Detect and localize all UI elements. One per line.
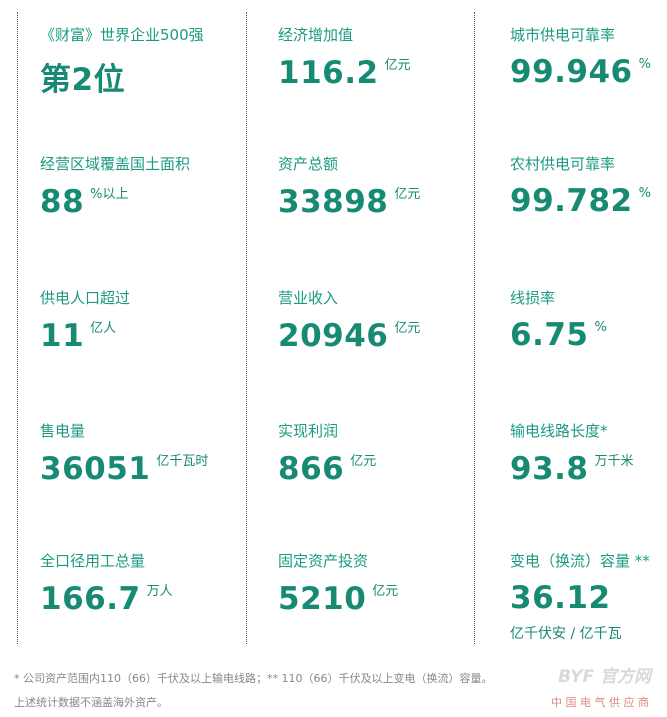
stat-value: 93.8 万千米	[510, 450, 634, 487]
stat-number: 5210	[278, 581, 367, 617]
stat-label: 全口径用工总量	[40, 552, 146, 570]
stat-label: 经济增加值	[278, 26, 354, 44]
stat-label: 供电人口超过	[40, 289, 131, 307]
stat-unit: %	[594, 320, 607, 335]
stat-unit: %	[638, 186, 651, 201]
stat-label: 营业收入	[278, 289, 339, 307]
stat-value: 166.7 万人	[40, 580, 173, 617]
stat-label: 经营区域覆盖国土面积	[40, 155, 191, 173]
stat-label: 实现利润	[278, 422, 339, 440]
stat-unit: 亿元	[350, 454, 377, 469]
stat-value: 6.75%	[510, 317, 607, 353]
stat-number: 116.2	[278, 55, 379, 91]
footnote: * 公司资产范围内110（66）千伏及以上输电线路；** 110（66）千伏及以…	[14, 672, 493, 685]
stat-unit: 亿千瓦时	[156, 454, 209, 469]
stat-value: 20946 亿元	[278, 317, 420, 354]
stat-unit: 亿人	[90, 321, 117, 336]
stat-unit: 万千米	[594, 454, 634, 469]
stat-label: 固定资产投资	[278, 552, 369, 570]
stat-value: 5210 亿元	[278, 580, 398, 617]
stat-label: 城市供电可靠率	[510, 26, 616, 44]
stat-unit: 亿元	[384, 58, 411, 73]
stat-unit: %	[638, 57, 651, 72]
stat-value: 866 亿元	[278, 450, 376, 487]
stat-number: 99.946	[510, 54, 633, 90]
stat-number: 33898	[278, 184, 389, 220]
stat-value: 99.946%	[510, 54, 651, 90]
separator	[17, 12, 18, 644]
stat-value: 88 %以上	[40, 183, 129, 220]
stat-value: 33898 亿元	[278, 183, 420, 220]
stat-number: 866	[278, 451, 345, 487]
stat-value: 99.782%	[510, 183, 651, 219]
stat-unit: 亿元	[394, 187, 421, 202]
stat-label: 《财富》世界企业500强	[40, 26, 204, 44]
stat-value: 116.2 亿元	[278, 54, 411, 91]
stat-unit: %以上	[90, 187, 129, 202]
stat-number: 第2位	[40, 62, 126, 98]
separator	[246, 12, 247, 644]
stat-number: 93.8	[510, 451, 589, 487]
footnote: 上述统计数据不涵盖海外资产。	[14, 696, 168, 709]
stat-unit: 万人	[146, 584, 173, 599]
stat-unit: 亿元	[372, 584, 399, 599]
stat-number: 6.75	[510, 317, 589, 353]
stat-unit: 亿元	[394, 321, 421, 336]
stat-number: 166.7	[40, 581, 141, 617]
stat-number: 99.782	[510, 183, 633, 219]
stat-label: 变电（换流）容量 **	[510, 552, 650, 570]
stat-value: 11 亿人	[40, 317, 116, 354]
stat-number: 88	[40, 184, 85, 220]
stat-value: 36051 亿千瓦时	[40, 450, 208, 487]
stat-value: 36.12	[510, 580, 611, 616]
stat-label: 资产总额	[278, 155, 339, 173]
watermark: BYF 官方网	[558, 667, 651, 687]
stat-unit: 亿千伏安 / 亿千瓦	[510, 626, 622, 642]
stat-value: 第2位	[40, 54, 125, 99]
watermark: 中 国 电 气 供 应 商	[551, 696, 649, 709]
stat-label: 售电量	[40, 422, 86, 440]
stat-number: 20946	[278, 318, 389, 354]
stat-number: 36051	[40, 451, 151, 487]
stat-label: 线损率	[510, 289, 556, 307]
stat-label: 输电线路长度*	[510, 422, 608, 440]
stat-label: 农村供电可靠率	[510, 155, 616, 173]
stat-number: 36.12	[510, 580, 611, 616]
separator	[474, 12, 475, 644]
stat-number: 11	[40, 318, 85, 354]
